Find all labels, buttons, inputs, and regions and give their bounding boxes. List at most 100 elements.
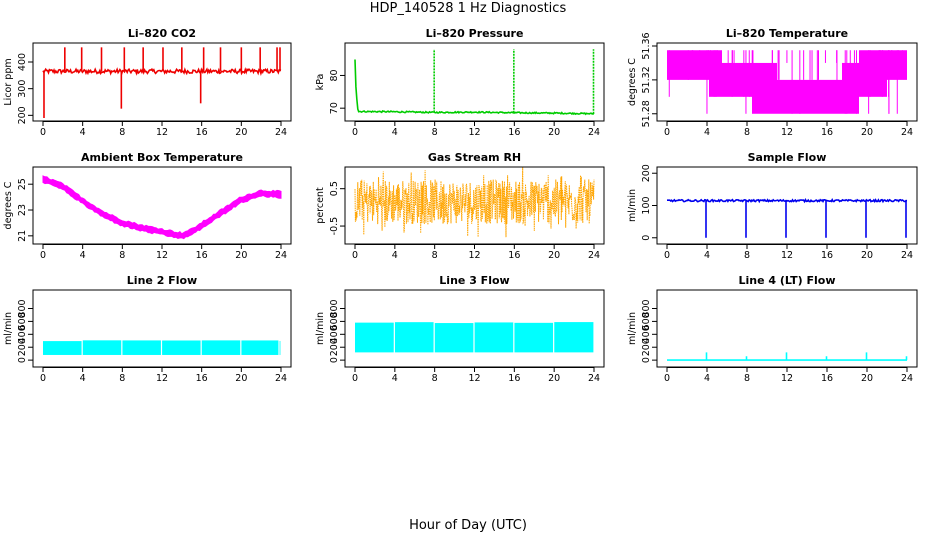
panel-2-xtick-label: 0 bbox=[352, 127, 358, 138]
panel-6-line bbox=[667, 197, 908, 204]
panel-9-title: Line 4 (LT) Flow bbox=[739, 274, 836, 287]
panel-6-xtick-label: 24 bbox=[901, 250, 913, 261]
panel-6-xtick-label: 16 bbox=[821, 250, 833, 261]
panel-1: Li–820 CO2 Licor ppm 0 4 8 12 16 20 24 200 300 400 bbox=[3, 27, 292, 138]
panel-1-ytick-label: 300 bbox=[17, 80, 28, 98]
panel-1-xtick-label: 4 bbox=[80, 127, 86, 138]
panel-1-ytick-label: 400 bbox=[17, 53, 28, 71]
panel-9-ytick-label: 800 bbox=[641, 299, 652, 317]
panel-1-xtick-label: 12 bbox=[156, 127, 168, 138]
panel-7-xtick-label: 0 bbox=[40, 373, 46, 384]
panel-8-title: Line 3 Flow bbox=[439, 274, 509, 287]
panel-1-xtick-label: 24 bbox=[275, 127, 287, 138]
panel-2-ylabel: kPa bbox=[315, 74, 326, 91]
panel-5-ytick-label: -0.5 bbox=[329, 217, 340, 236]
panel-1-title: Li–820 CO2 bbox=[128, 27, 196, 40]
panel-1-series bbox=[42, 47, 282, 118]
panel-3-ylabel: degrees C bbox=[627, 58, 638, 106]
panel-5-xtick-label: 0 bbox=[352, 250, 358, 261]
panel-4-ylabel: degrees C bbox=[3, 181, 14, 229]
panel-4-ytick-label: 25 bbox=[17, 178, 28, 190]
panel-2-xtick-label: 24 bbox=[588, 127, 600, 138]
panel-7-xtick-label: 4 bbox=[80, 373, 86, 384]
panel-4-xtick-label: 20 bbox=[235, 250, 247, 261]
panel-3-xtick-label: 12 bbox=[781, 127, 793, 138]
panel-2-xtick-label: 20 bbox=[548, 127, 560, 138]
panel-2-title: Li–820 Pressure bbox=[426, 27, 524, 40]
panel-8-xtick-label: 20 bbox=[548, 373, 560, 384]
panel-3-xtick-label: 8 bbox=[744, 127, 750, 138]
panel-8-block-2 bbox=[394, 322, 434, 353]
panel-6-series bbox=[667, 197, 908, 238]
panel-7-ytick-label: 200 bbox=[17, 338, 28, 356]
panel-6-ytick-label: 100 bbox=[641, 196, 652, 214]
panel-8-ytick-label: 0 bbox=[329, 357, 340, 363]
panel-2-series bbox=[354, 49, 595, 116]
panel-4-xtick-label: 12 bbox=[156, 250, 168, 261]
panel-2-line bbox=[354, 59, 595, 116]
page-title: HDP_140528 1 Hz Diagnostics bbox=[369, 1, 567, 16]
panel-5-series bbox=[354, 167, 595, 238]
panel-6-ytick-label: 0 bbox=[641, 235, 652, 241]
panel-1-xtick-label: 8 bbox=[119, 127, 125, 138]
panel-6-ytick-label: 200 bbox=[641, 164, 652, 182]
panel-2: Li–820 Pressure kPa 0 4 8 12 16 20 24 70 80 bbox=[315, 27, 605, 138]
panel-5-xtick-label: 8 bbox=[432, 250, 438, 261]
panel-9-xtick-label: 0 bbox=[664, 373, 670, 384]
panel-3-series bbox=[667, 50, 907, 114]
panel-2-ytick-label: 80 bbox=[329, 69, 340, 81]
panel-7-block-7 bbox=[279, 340, 281, 355]
panel-5-title: Gas Stream RH bbox=[428, 151, 521, 164]
panel-4-title: Ambient Box Temperature bbox=[81, 151, 243, 164]
panel-3-title: Li–820 Temperature bbox=[726, 27, 848, 40]
panel-5-line bbox=[354, 167, 595, 238]
panel-7-block-5 bbox=[201, 340, 241, 355]
panel-1-xtick-label: 20 bbox=[235, 127, 247, 138]
panel-6-frame bbox=[656, 166, 918, 245]
panel-3-ytick-label: 51.36 bbox=[641, 32, 652, 59]
panel-7-ylabel: ml/min bbox=[3, 312, 14, 345]
panel-5-ylabel: percent bbox=[315, 187, 326, 224]
panel-1-line bbox=[42, 66, 282, 76]
panel-1-xtick-label: 16 bbox=[196, 127, 208, 138]
panel-3: Li–820 Temperature degrees C 0 4 8 12 16 20 24 51… bbox=[627, 27, 918, 138]
panel-7-ytick-label: 600 bbox=[17, 312, 28, 330]
panel-9-ylabel: ml/min bbox=[627, 312, 638, 345]
panel-5-xtick-label: 12 bbox=[468, 250, 480, 261]
panel-4-ytick-label: 21 bbox=[17, 230, 28, 242]
panel-4-series bbox=[42, 175, 282, 240]
panel-3-ytick-label: 51.28 bbox=[641, 100, 652, 127]
panel-6-xtick-label: 12 bbox=[781, 250, 793, 261]
panel-8-ytick-label: 200 bbox=[329, 338, 340, 356]
panel-5-xtick-label: 4 bbox=[392, 250, 398, 261]
panel-2-ytick-label: 70 bbox=[329, 102, 340, 114]
panel-7-xtick-label: 24 bbox=[275, 373, 287, 384]
panel-6-ylabel: ml/min bbox=[627, 189, 638, 222]
panel-8-xtick-label: 4 bbox=[392, 373, 398, 384]
panel-7-series bbox=[43, 340, 281, 355]
panel-8-xtick-label: 24 bbox=[588, 373, 600, 384]
panel-3-band-5 bbox=[777, 79, 842, 114]
panel-3-ytick-label: 51.32 bbox=[641, 66, 652, 93]
panel-8-xtick-label: 0 bbox=[352, 373, 358, 384]
panel-8-block-3 bbox=[434, 323, 474, 353]
panel-7-ytick-label: 0 bbox=[17, 357, 28, 363]
panel-8-block-6 bbox=[554, 322, 594, 353]
panel-8-ytick-label: 800 bbox=[329, 299, 340, 317]
panel-9-series bbox=[667, 352, 908, 361]
panel-7-block-3 bbox=[122, 340, 161, 355]
panel-9-ytick-label: 600 bbox=[641, 312, 652, 330]
panel-9-ytick-label: 200 bbox=[641, 338, 652, 356]
panel-7-block-1 bbox=[43, 341, 82, 355]
panel-7-block-2 bbox=[82, 340, 122, 355]
panel-4-xtick-label: 0 bbox=[40, 250, 46, 261]
panel-5-ytick-label: 0.5 bbox=[329, 181, 340, 196]
panel-4-ytick-label: 23 bbox=[17, 204, 28, 216]
panel-3-xtick-label: 24 bbox=[901, 127, 913, 138]
panel-7-block-4 bbox=[162, 340, 201, 355]
panel-6-xtick-label: 0 bbox=[664, 250, 670, 261]
panel-7-frame bbox=[32, 289, 292, 368]
panel-6-xtick-label: 20 bbox=[861, 250, 873, 261]
